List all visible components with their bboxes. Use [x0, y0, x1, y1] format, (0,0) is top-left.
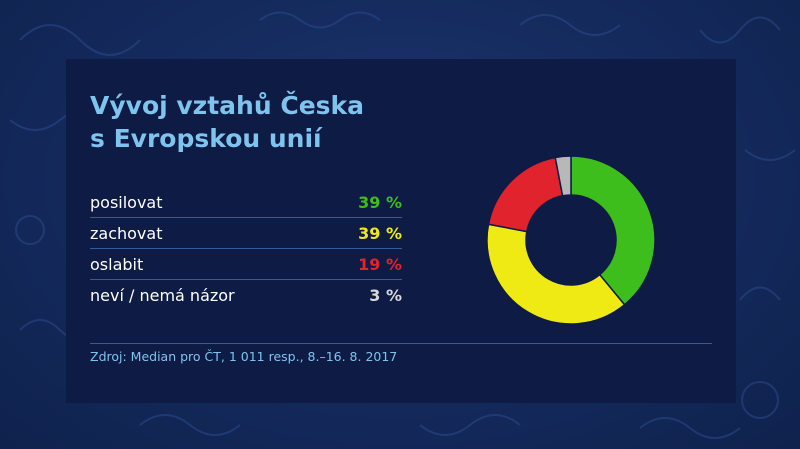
chart-panel: Vývoj vztahů Česka s Evropskou unií posi… — [66, 59, 736, 403]
donut-slice-oslabit — [487, 156, 564, 233]
donut-slice-posilovat — [570, 155, 656, 306]
legend-table: posilovat 39 % zachovat 39 % oslabit 19 … — [90, 187, 402, 310]
legend-value: 39 % — [358, 193, 402, 212]
source-divider — [90, 343, 712, 344]
legend-row-posilovat: posilovat 39 % — [90, 187, 402, 218]
legend-label: neví / nemá názor — [90, 286, 235, 305]
legend-label: oslabit — [90, 255, 144, 274]
source-note: Zdroj: Median pro ČT, 1 011 resp., 8.–16… — [90, 349, 398, 364]
chart-title: Vývoj vztahů Česka s Evropskou unií — [90, 89, 490, 155]
legend-value: 19 % — [358, 255, 402, 274]
legend-row-oslabit: oslabit 19 % — [90, 249, 402, 280]
legend-label: zachovat — [90, 224, 163, 243]
legend-value: 3 % — [369, 286, 402, 305]
donut-chart — [486, 155, 656, 325]
title-line-1: Vývoj vztahů Česka — [90, 91, 365, 120]
legend-row-nevi: neví / nemá názor 3 % — [90, 280, 402, 310]
legend-value: 39 % — [358, 224, 402, 243]
legend-row-zachovat: zachovat 39 % — [90, 218, 402, 249]
legend-label: posilovat — [90, 193, 163, 212]
title-line-2: s Evropskou unií — [90, 124, 322, 153]
donut-slice-nev-nem-n-zor — [554, 155, 572, 197]
donut-slice-zachovat — [486, 223, 626, 325]
